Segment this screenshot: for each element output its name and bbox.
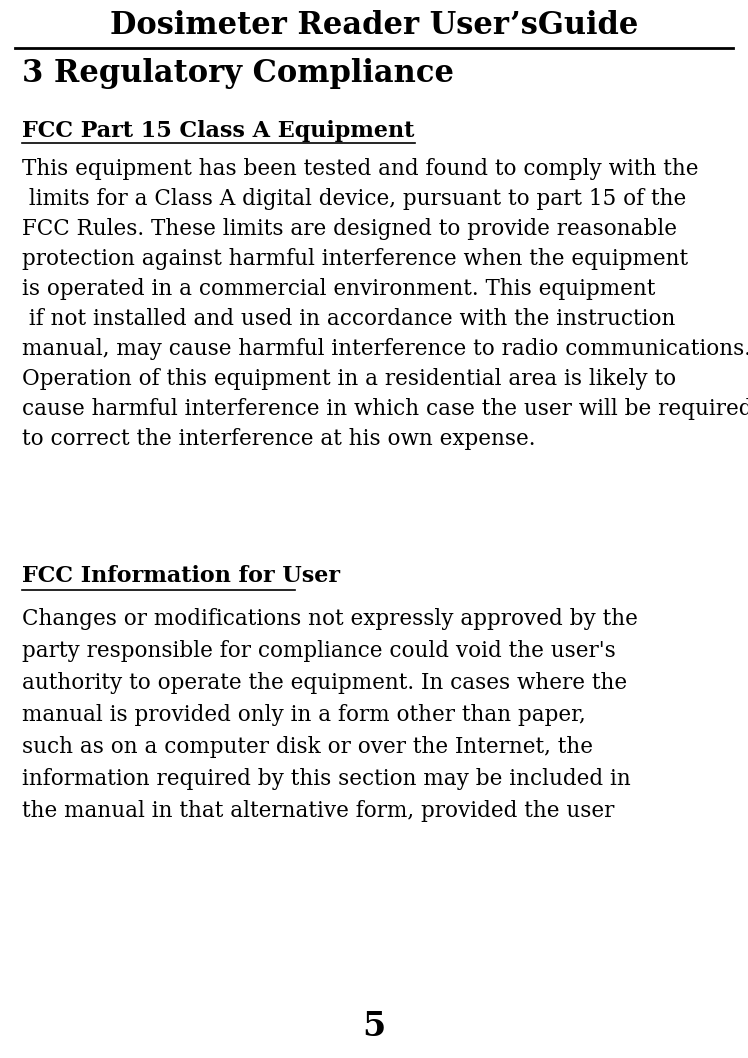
- Text: manual is provided only in a form other than paper,: manual is provided only in a form other …: [22, 704, 586, 726]
- Text: protection against harmful interference when the equipment: protection against harmful interference …: [22, 248, 688, 270]
- Text: information required by this section may be included in: information required by this section may…: [22, 768, 631, 790]
- Text: Changes or modifications not expressly approved by the: Changes or modifications not expressly a…: [22, 608, 638, 630]
- Text: such as on a computer disk or over the Internet, the: such as on a computer disk or over the I…: [22, 736, 593, 758]
- Text: the manual in that alternative form, provided the user: the manual in that alternative form, pro…: [22, 800, 614, 822]
- Text: limits for a Class A digital device, pursuant to part 15 of the: limits for a Class A digital device, pur…: [22, 188, 686, 209]
- Text: FCC Part 15 Class A Equipment: FCC Part 15 Class A Equipment: [22, 120, 414, 142]
- Text: is operated in a commercial environment. This equipment: is operated in a commercial environment.…: [22, 278, 655, 300]
- Text: cause harmful interference in which case the user will be required: cause harmful interference in which case…: [22, 398, 748, 420]
- Text: FCC Information for User: FCC Information for User: [22, 565, 340, 587]
- Text: manual, may cause harmful interference to radio communications.: manual, may cause harmful interference t…: [22, 338, 748, 360]
- Text: party responsible for compliance could void the user's: party responsible for compliance could v…: [22, 640, 616, 662]
- Text: if not installed and used in accordance with the instruction: if not installed and used in accordance …: [22, 308, 675, 330]
- Text: to correct the interference at his own expense.: to correct the interference at his own e…: [22, 428, 536, 450]
- Text: authority to operate the equipment. In cases where the: authority to operate the equipment. In c…: [22, 672, 627, 694]
- Text: Operation of this equipment in a residential area is likely to: Operation of this equipment in a residen…: [22, 368, 676, 390]
- Text: 3 Regulatory Compliance: 3 Regulatory Compliance: [22, 58, 454, 89]
- Text: Dosimeter Reader User’sGuide: Dosimeter Reader User’sGuide: [110, 10, 638, 41]
- Text: This equipment has been tested and found to comply with the: This equipment has been tested and found…: [22, 158, 699, 180]
- Text: 5: 5: [362, 1010, 386, 1043]
- Text: FCC Rules. These limits are designed to provide reasonable: FCC Rules. These limits are designed to …: [22, 218, 677, 240]
